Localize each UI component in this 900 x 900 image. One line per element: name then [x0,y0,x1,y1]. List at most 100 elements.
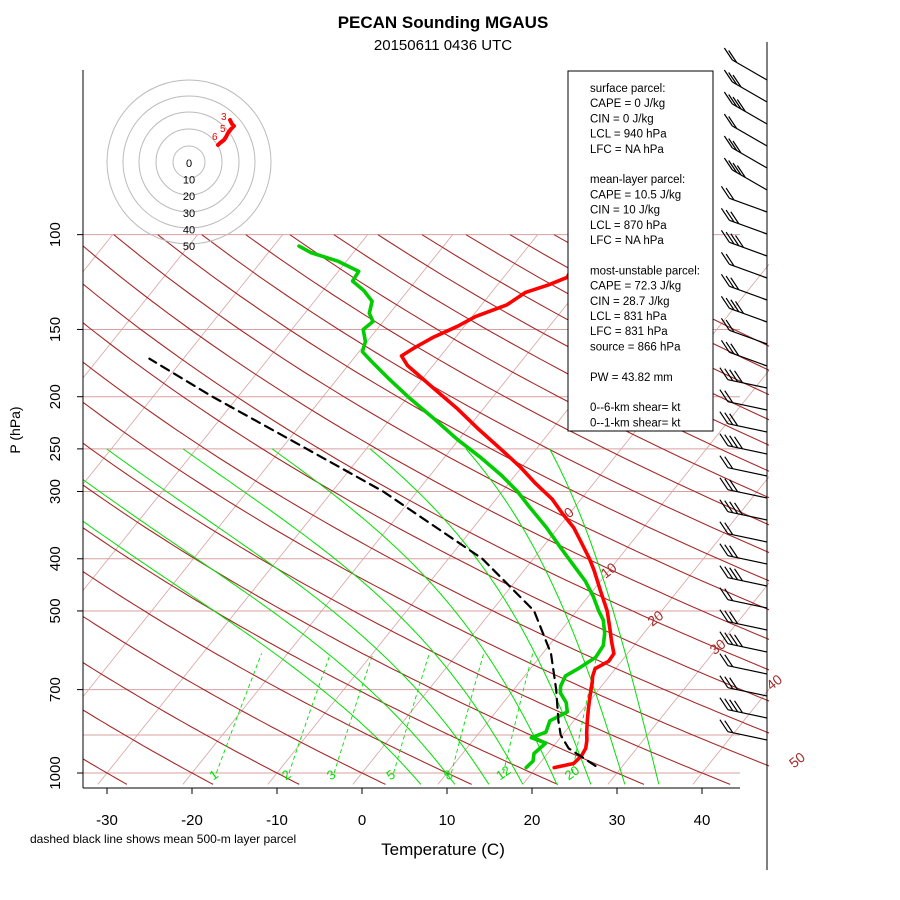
barb-shaft [727,709,768,719]
isotherm--30 [97,234,538,785]
barb-flag [725,187,735,201]
barb-flag [720,295,730,309]
y-tick-label: 100 [47,222,64,247]
isotherm-label: 10 [598,559,620,581]
mixing-ratio-line [288,653,331,774]
stats-line: LCL = 940 hPa [590,129,667,141]
barb-shaft [727,731,768,741]
barb-flag [735,301,745,314]
barb-symbols [719,47,768,741]
stats-line: 0--1-km shear= kt [590,417,681,429]
barb-flag [723,113,733,127]
barb-flag [720,273,730,287]
barb-flag [725,253,735,267]
dry-adiabat [245,234,769,526]
moist-adiabat [182,448,524,785]
barb-shaft [727,555,768,565]
dry-adiabat [83,442,731,785]
hodograph-ring [138,111,240,213]
barb-flag [734,502,744,516]
hodograph-point-label: 3 [221,112,227,123]
isotherm-50 [778,235,900,785]
stats-line: CIN = 10 J/kg [590,205,660,217]
isotherm--70 [83,234,198,379]
barb-flag [719,543,729,557]
barb-flag [725,275,735,289]
stats-line: LFC = NA hPa [590,144,664,156]
barb-flag [735,235,745,248]
isotherm--20 [182,234,623,785]
hodograph-ring-label: 50 [183,241,195,253]
isotherm--60 [83,234,283,485]
barb-flag [719,697,729,711]
barb-flag [723,69,733,83]
moist-adiabat [106,448,490,785]
hodograph-ring-label: 40 [183,224,195,236]
barb-shaft [729,241,768,257]
barb-flag [729,501,739,515]
barb-flag [725,231,735,245]
barb-flag [729,479,739,493]
sounding-traces [148,237,629,770]
barb-flag [734,568,744,582]
barb-flag [732,74,742,88]
barb-shaft [732,59,768,81]
barb-flag [724,434,734,448]
hodograph-ring-label: 20 [183,191,195,203]
mixing-ratio-label: 3 [324,767,339,783]
barb-shaft [729,329,768,345]
y-tick-label: 700 [47,677,64,702]
moist-adiabat [83,478,456,785]
barb-shaft [729,197,768,213]
chart-subtitle: 20150611 0436 UTC [374,37,512,54]
barb-shaft [729,219,768,235]
barb-flag [723,47,733,61]
barb-flag [719,565,729,579]
series-temperature [399,237,629,770]
barb-shaft [729,285,768,301]
barb-shaft [727,533,768,543]
mixing-ratio-label: 20 [562,763,582,784]
barb-flag [724,500,734,514]
barb-flag [720,251,730,265]
x-tick-label: 20 [524,812,541,829]
hodograph-ring [122,95,256,229]
barb-flag [723,135,733,149]
isotherm--90 [0,235,28,785]
barb-shaft [732,125,768,147]
hodograph-ring-label: 10 [183,175,195,187]
y-tick-label: 500 [47,598,64,623]
stats-line: CAPE = 72.3 J/kg [590,281,681,293]
y-tick-label: 400 [47,546,64,571]
mixing-ratio-line [393,653,430,774]
barb-flag [724,566,734,580]
barb-flag [729,677,739,691]
barb-flag [724,720,734,734]
isotherm-20 [522,476,769,785]
barb-flag [729,369,739,383]
barb-flag [724,676,734,690]
barb-shaft [727,489,768,499]
isotherm-label: 50 [786,749,808,771]
x-tick-label: 30 [609,812,626,829]
barb-flag [720,207,730,221]
barb-flag [719,389,729,403]
barb-flag [732,140,742,154]
moist-adiabat [271,448,558,785]
hodograph-ring-label: 0 [186,158,192,170]
isotherm-10 [437,369,769,785]
barb-flag [728,50,738,63]
barb-flag [719,653,729,667]
barb-flag [724,412,734,426]
barb-flag [719,587,729,601]
barb-shaft [732,169,768,191]
moist-adiabat [83,520,422,785]
barb-flag [730,277,740,291]
barb-shaft [727,445,768,455]
barb-flag [720,317,730,331]
barb-shaft [729,263,768,279]
dry-adiabat [83,245,769,641]
dry-adiabat [83,661,300,785]
barb-flag [719,455,729,469]
